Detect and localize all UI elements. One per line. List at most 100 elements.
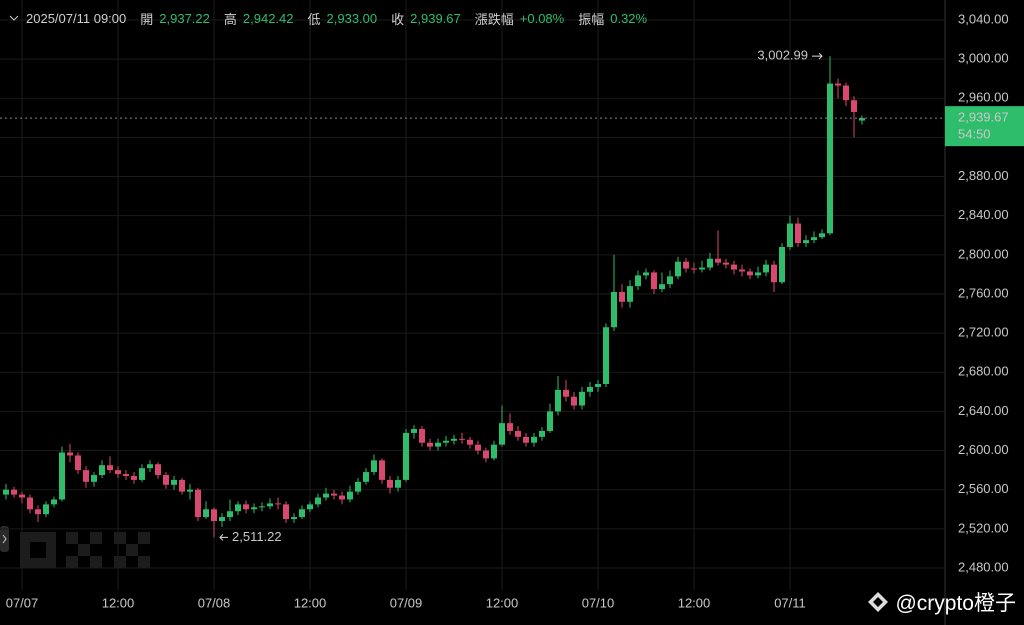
candle-body [443, 440, 449, 443]
candle-body [715, 258, 721, 263]
candle-body [539, 430, 545, 437]
watermark: @crypto橙子 [867, 587, 1016, 617]
candle-body [531, 436, 537, 443]
candle-body [267, 503, 273, 507]
candle-body [667, 276, 673, 285]
candle-body [27, 497, 33, 510]
datetime: 2025/07/11 09:00 [26, 10, 127, 26]
watermark-text: @crypto橙子 [895, 592, 1016, 615]
candle-body [755, 272, 761, 276]
candle-body [371, 460, 377, 473]
candle-body [115, 470, 121, 475]
candle-body [587, 386, 593, 392]
candle-body [147, 464, 153, 469]
candle-body [843, 85, 849, 101]
y-tick-label: 2,480.00 [958, 559, 1009, 574]
candle-body [827, 83, 833, 234]
candle-body [787, 223, 793, 247]
candle-body [795, 223, 801, 244]
candle-body [195, 489, 201, 518]
info-value: 2,939.67 [410, 10, 461, 26]
candle-body [283, 504, 289, 520]
candle-body [123, 474, 129, 476]
candle-body [515, 430, 521, 437]
candle-body [851, 100, 857, 112]
candle-body [75, 455, 81, 471]
x-tick-label: 07/10 [582, 595, 615, 610]
y-tick-label: 3,000.00 [958, 51, 1009, 66]
candle-body [131, 475, 137, 480]
y-tick-label: 2,760.00 [958, 285, 1009, 300]
info-label: 漲跌幅 [474, 11, 514, 27]
candle-body [451, 438, 457, 441]
info-value: 2,937.22 [159, 10, 210, 26]
candle-body [555, 389, 561, 412]
candle-body [355, 481, 361, 492]
candle-body [227, 511, 233, 518]
candle-body [259, 506, 265, 508]
candle-body [59, 452, 65, 500]
candle-body [307, 504, 313, 510]
watermark-logo [868, 592, 889, 612]
candle-body [619, 292, 625, 302]
candle-body [395, 479, 401, 488]
okx-logo [20, 532, 150, 568]
y-tick-label: 2,880.00 [958, 168, 1009, 183]
candle-body [611, 292, 617, 328]
candle-body [243, 504, 249, 510]
candle-body [859, 118, 865, 121]
last-price-tag [945, 106, 1024, 147]
candle-body [491, 444, 497, 459]
side-toggle-icon [2, 534, 7, 544]
max-arrow [812, 52, 823, 60]
candle-body [523, 436, 529, 443]
candle-body [171, 479, 177, 485]
x-tick-label: 07/08 [198, 595, 231, 610]
y-tick-label: 3,040.00 [958, 11, 1009, 26]
candle-body [91, 475, 97, 482]
candle-body [499, 423, 505, 445]
candle-body [475, 444, 481, 451]
candle-body [155, 464, 161, 476]
y-tick-label: 2,960.00 [958, 90, 1009, 105]
info-value: 2,933.00 [326, 10, 378, 26]
candle-body [251, 507, 257, 510]
candle-body [163, 475, 169, 485]
y-tick-label: 2,560.00 [958, 481, 1009, 496]
y-tick-label: 2,600.00 [958, 442, 1009, 457]
candle-body [187, 489, 193, 492]
info-value: 2,942.42 [242, 10, 294, 26]
candle-body [179, 479, 185, 492]
candle-body [571, 396, 577, 406]
min-label: 2,511.22 [232, 529, 282, 544]
candle-body [219, 517, 225, 522]
candle-body [83, 470, 89, 482]
candle-body [99, 465, 105, 476]
candle-body [603, 327, 609, 385]
candle-body [379, 460, 385, 480]
candle-body [51, 499, 57, 505]
candle-body [211, 509, 217, 522]
candle-body [659, 284, 665, 290]
candle-body [547, 411, 553, 431]
max-label: 3,002.99 [757, 48, 808, 63]
x-tick-label: 12:00 [486, 595, 519, 610]
candle-body [763, 264, 769, 273]
candle-body [3, 489, 9, 495]
candle-body [699, 267, 705, 270]
x-tick-label: 12:00 [678, 595, 711, 610]
info-label: 高 [223, 11, 237, 27]
candles [3, 56, 865, 538]
collapse-icon[interactable] [8, 12, 20, 24]
min-arrow [219, 534, 228, 541]
side-toggle[interactable] [0, 526, 9, 552]
candle-body [595, 384, 601, 387]
candle-body [691, 268, 697, 270]
candle-body [739, 269, 745, 272]
candle-body [35, 509, 41, 515]
candle-body [315, 497, 321, 505]
candle-body [779, 246, 785, 283]
candle-body [467, 439, 473, 445]
candle-body [43, 504, 49, 515]
